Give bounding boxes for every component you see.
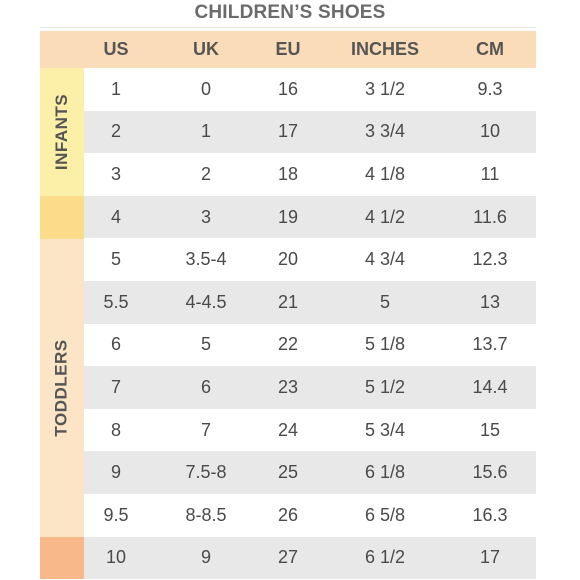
cell-inches: 4 1/8 [364,164,406,185]
cell-cm: 9.3 [477,78,503,99]
cell-inches: 3 1/2 [364,78,406,99]
table-row: 2 1 17 3 3/4 10 [40,110,536,154]
header-us: US [103,39,129,59]
table-row: 9 7.5-8 25 6 1/8 15.6 [40,451,536,495]
cell-inches: 6 1/8 [364,462,406,483]
cell-us: 2 [110,121,121,142]
cell-inches: 4 1/2 [364,206,406,227]
cell-us: 9.5 [103,504,129,525]
cell-cm: 16.3 [472,504,508,525]
cell-uk: 6 [200,377,211,398]
cell-eu: 24 [277,419,299,440]
cell-uk: 5 [200,334,211,355]
header-eu: EU [275,39,301,59]
cell-cm: 13 [479,291,501,312]
cell-uk: 9 [200,547,211,568]
cell-uk: 3.5-4 [185,249,227,270]
cell-eu: 20 [277,249,299,270]
cell-us: 5 [110,249,121,270]
cell-uk: 3 [200,206,211,227]
table-row: 9.5 8-8.5 26 6 5/8 16.3 [40,494,536,537]
cell-cm: 10 [479,121,501,142]
cell-inches: 6 5/8 [364,504,406,525]
cell-eu: 23 [277,377,299,398]
cell-us: 3 [110,164,121,185]
table-header: US UK EU INCHES CM [40,31,536,68]
table-row: 8 7 24 5 3/4 15 [40,408,536,452]
infants-band: INFANTS [40,68,84,196]
cell-inches: 5 1/2 [364,377,406,398]
cell-eu: 16 [277,78,299,99]
cell-eu: 21 [277,291,299,312]
cell-cm: 13.7 [472,334,508,355]
cell-inches: 6 1/2 [364,547,406,568]
header-cm: CM [476,39,504,59]
table-row: 5 3.5-4 20 4 3/4 12.3 [40,238,536,282]
chart-title: CHILDREN’S SHOES [194,2,386,23]
cell-uk: 7.5-8 [185,462,227,483]
cell-cm: 12.3 [472,249,508,270]
cell-us: 10 [105,547,127,568]
cell-us: 4 [110,206,121,227]
cell-us: 1 [110,78,121,99]
cell-us: 8 [110,419,121,440]
cell-inches: 3 3/4 [364,121,406,142]
cell-cm: 11.6 [473,206,507,227]
cell-inches: 4 3/4 [364,249,406,270]
cell-cm: 11 [480,164,500,185]
table-row: 7 6 23 5 1/2 14.4 [40,366,536,409]
title-divider [40,27,536,28]
cell-eu: 26 [277,504,299,525]
cell-inches: 5 1/8 [364,334,406,355]
infants-transition-band [40,196,84,239]
table-row: 3 2 18 4 1/8 11 [40,153,536,196]
cell-us: 6 [110,334,121,355]
cell-eu: 18 [277,164,299,185]
cell-eu: 22 [277,334,299,355]
cell-uk: 4-4.5 [185,291,227,312]
cell-us: 5.5 [103,291,129,312]
cell-cm: 15 [479,419,501,440]
cell-eu: 27 [277,547,299,568]
toddlers-label: TODDLERS [52,339,72,437]
header-inches: INCHES [350,39,419,59]
table-row: 4 3 19 4 1/2 11.6 [40,195,536,239]
cell-uk: 0 [200,78,211,99]
cell-eu: 19 [277,206,299,227]
cell-inches: 5 [379,291,390,312]
cell-eu: 25 [277,462,299,483]
cell-cm: 15.6 [472,462,508,483]
cell-eu: 17 [277,121,299,142]
toddlers-transition-band [40,537,84,579]
table-row: 5.5 4-4.5 21 5 13 [40,281,536,324]
cell-uk: 2 [200,164,211,185]
header-uk: UK [193,39,219,59]
infants-label: INFANTS [52,93,72,171]
cell-us: 7 [110,377,121,398]
cell-cm: 14.4 [472,377,508,398]
cell-inches: 5 3/4 [364,419,406,440]
table-row: 10 9 27 6 1/2 17 [40,536,536,580]
cell-uk: 8-8.5 [185,504,227,525]
table-row: 1 0 16 3 1/2 9.3 [40,68,536,111]
cell-uk: 7 [200,419,211,440]
cell-cm: 17 [479,547,501,568]
cell-uk: 1 [200,121,211,142]
table-row: 6 5 22 5 1/8 13.7 [40,323,536,367]
toddlers-band: TODDLERS [40,239,84,537]
cell-us: 9 [110,462,121,483]
